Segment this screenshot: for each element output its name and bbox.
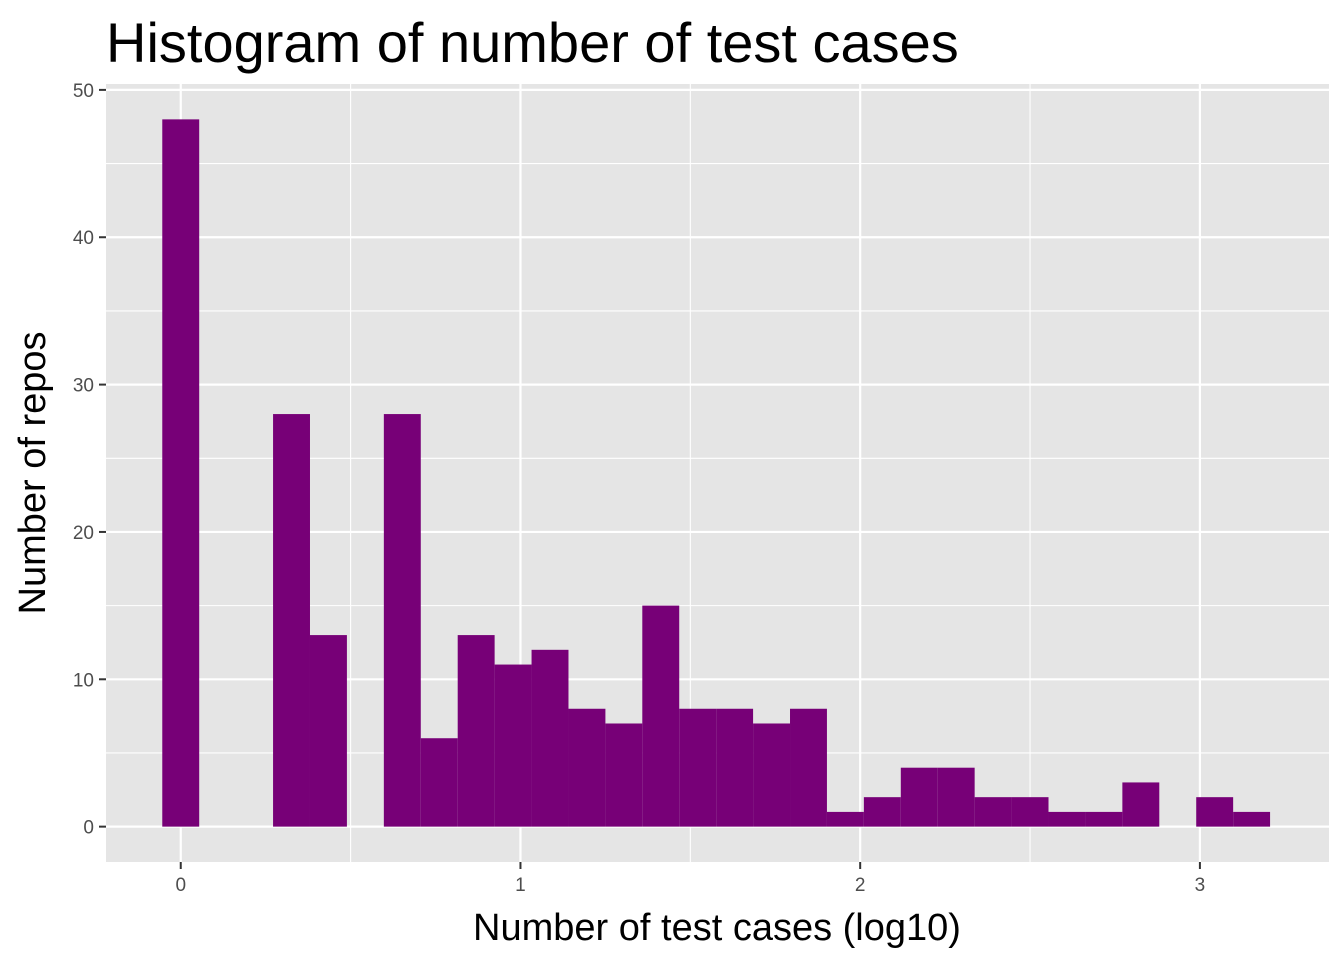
x-tick-label: 3 <box>1195 875 1206 896</box>
x-axis-label: Number of test cases (log10) <box>473 907 961 949</box>
x-tick-label: 1 <box>515 875 526 896</box>
histogram-bar <box>420 738 458 827</box>
histogram-bar <box>642 605 680 827</box>
histogram-bar <box>716 708 754 827</box>
histogram-bar <box>1011 797 1049 827</box>
x-axis: 0 1 2 3 <box>175 862 1205 896</box>
histogram-bar <box>863 797 901 827</box>
y-tick-label: 50 <box>73 81 94 102</box>
histogram-bar <box>1233 811 1271 827</box>
y-axis-label: Number of repos <box>12 331 54 614</box>
histogram-bar <box>937 767 975 827</box>
histogram-bar <box>162 119 200 827</box>
histogram-bars <box>162 119 1271 827</box>
histogram-bar <box>605 723 643 827</box>
histogram-bar <box>1085 811 1123 827</box>
histogram-bar <box>1048 811 1086 827</box>
histogram-bar <box>383 414 421 827</box>
y-axis: 0 10 20 30 40 50 <box>73 81 106 839</box>
histogram-bar <box>568 708 606 827</box>
histogram-bar <box>531 649 569 827</box>
chart-title: Histogram of number of test cases <box>106 11 959 74</box>
y-tick-label: 0 <box>83 818 94 839</box>
y-tick-label: 10 <box>73 670 94 691</box>
y-tick-label: 40 <box>73 228 94 249</box>
histogram-bar <box>1196 797 1234 827</box>
histogram-bar <box>900 767 938 827</box>
histogram-bar <box>1122 782 1160 827</box>
histogram-bar <box>494 664 532 827</box>
histogram-bar <box>679 708 717 827</box>
histogram-bar <box>826 811 864 827</box>
y-tick-label: 30 <box>73 376 94 397</box>
histogram-bar <box>974 797 1012 827</box>
histogram-bar <box>457 635 495 827</box>
x-tick-label: 2 <box>855 875 866 896</box>
y-tick-label: 20 <box>73 523 94 544</box>
histogram-bar <box>790 708 827 827</box>
histogram-bar <box>753 723 791 827</box>
histogram-bar <box>309 635 347 827</box>
x-tick-label: 0 <box>175 875 186 896</box>
histogram-bar <box>273 414 310 827</box>
